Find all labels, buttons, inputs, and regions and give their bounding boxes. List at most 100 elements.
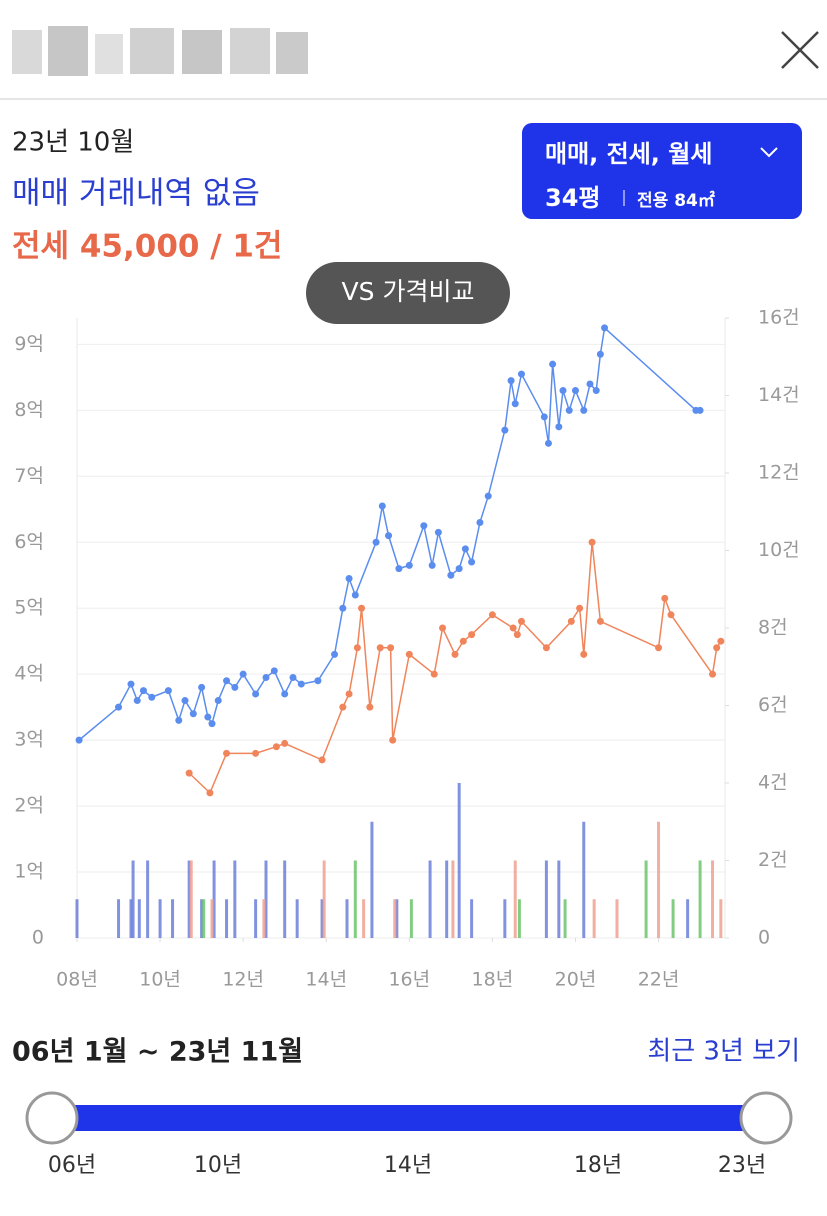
compare-label: VS 가격비교 bbox=[342, 277, 475, 306]
y2-tick-label: 10건 bbox=[758, 539, 800, 561]
price-point bbox=[451, 650, 459, 658]
price-point bbox=[214, 697, 222, 705]
x-tick-label: 18년 bbox=[472, 969, 514, 991]
price-point bbox=[164, 687, 172, 695]
y2-tick-label: 4건 bbox=[758, 772, 788, 794]
price-point bbox=[387, 644, 395, 652]
recent-link[interactable]: 최근 3년 보기 bbox=[647, 1037, 800, 1067]
price-line bbox=[78, 326, 701, 741]
volume-bar bbox=[189, 860, 193, 938]
range-tick-label: 10년 bbox=[194, 1153, 242, 1178]
price-point bbox=[395, 565, 403, 573]
price-point bbox=[297, 680, 305, 688]
slider-handle-start[interactable] bbox=[25, 1091, 79, 1145]
price-point bbox=[175, 716, 183, 724]
price-point bbox=[223, 677, 231, 685]
volume-bar bbox=[254, 899, 258, 938]
price-point bbox=[331, 650, 339, 658]
volume-bar bbox=[711, 860, 715, 938]
price-point bbox=[517, 617, 525, 625]
price-point bbox=[555, 423, 563, 431]
volume-bar bbox=[592, 899, 596, 938]
price-point bbox=[559, 387, 567, 395]
volume-bar bbox=[615, 899, 619, 938]
compare-button[interactable]: VS 가격비교 bbox=[306, 262, 510, 324]
price-point bbox=[148, 693, 156, 701]
price-point bbox=[576, 604, 584, 612]
volume-bar bbox=[517, 899, 521, 938]
price-point bbox=[189, 710, 197, 718]
y2-tick-label: 14건 bbox=[758, 384, 800, 406]
price-point bbox=[565, 406, 573, 414]
price-point bbox=[713, 644, 721, 652]
price-point bbox=[262, 673, 270, 681]
price-point bbox=[405, 650, 413, 658]
volume-bar bbox=[262, 899, 266, 938]
volume-bar bbox=[503, 899, 507, 938]
filter-button[interactable]: 매매, 전세, 월세 34평 전용 84㎡ bbox=[522, 123, 802, 219]
volume-bar bbox=[362, 899, 366, 938]
price-point bbox=[223, 749, 231, 757]
price-point bbox=[239, 670, 247, 678]
y-tick-label: 6억 bbox=[14, 531, 44, 553]
price-point bbox=[181, 697, 189, 705]
price-point bbox=[439, 624, 447, 632]
price-point bbox=[696, 406, 704, 414]
volume-bar bbox=[210, 899, 214, 938]
x-tick-label: 16년 bbox=[388, 969, 430, 991]
price-point bbox=[459, 637, 467, 645]
volume-bar bbox=[370, 821, 374, 938]
price-point bbox=[252, 690, 260, 698]
volume-bar bbox=[719, 899, 723, 938]
slider-handle-end[interactable] bbox=[739, 1091, 793, 1145]
close-button[interactable] bbox=[781, 31, 819, 69]
price-point bbox=[127, 680, 135, 688]
price-point bbox=[272, 743, 280, 751]
volume-bar bbox=[671, 899, 675, 938]
volume-bar bbox=[657, 821, 661, 938]
price-point bbox=[596, 617, 604, 625]
price-point bbox=[318, 756, 326, 764]
price-point bbox=[542, 644, 550, 652]
price-point bbox=[468, 558, 476, 566]
price-point bbox=[372, 538, 380, 546]
price-point bbox=[231, 683, 239, 691]
volume-bar bbox=[117, 899, 121, 938]
price-point bbox=[484, 492, 492, 500]
volume-bar bbox=[225, 899, 229, 938]
range-tick-label: 14년 bbox=[384, 1153, 432, 1178]
price-point bbox=[434, 528, 442, 536]
price-point bbox=[468, 631, 476, 639]
y-tick-label: 8억 bbox=[14, 399, 44, 421]
price-point bbox=[339, 604, 347, 612]
price-point bbox=[571, 387, 579, 395]
price-point bbox=[567, 617, 575, 625]
price-point bbox=[709, 670, 717, 678]
price-point bbox=[281, 739, 289, 747]
price-point bbox=[208, 720, 216, 728]
volume-bar bbox=[322, 860, 326, 938]
y-tick-label: 9억 bbox=[14, 333, 44, 355]
price-point bbox=[661, 594, 669, 602]
volume-bar bbox=[557, 860, 561, 938]
x-tick-label: 22년 bbox=[638, 969, 680, 991]
price-point bbox=[549, 360, 557, 368]
volume-bar bbox=[158, 899, 162, 938]
price-point bbox=[588, 538, 596, 546]
y2-tick-label: 0 bbox=[758, 927, 770, 949]
chart: 0 1억 2억 3억 4억 5억 6억 7억 8억 9억 0 2건 4건 6건 8건 10건 12건 14건 16건… bbox=[14, 307, 799, 991]
volume-bar bbox=[686, 899, 690, 938]
price-point bbox=[204, 713, 212, 721]
price-point bbox=[447, 571, 455, 579]
price-point bbox=[428, 561, 436, 569]
filter-types: 매매, 전세, 월세 bbox=[545, 140, 712, 168]
y-tick-label: 2억 bbox=[14, 795, 44, 817]
price-point bbox=[420, 522, 428, 530]
x-tick-label: 14년 bbox=[305, 969, 347, 991]
price-point bbox=[405, 561, 413, 569]
volume-bar bbox=[470, 899, 474, 938]
price-point bbox=[592, 387, 600, 395]
price-point bbox=[198, 683, 206, 691]
summary-sale: 매매 거래내역 없음 bbox=[12, 176, 260, 212]
range-label: 06년 1월 ~ 23년 11월 bbox=[12, 1037, 303, 1068]
